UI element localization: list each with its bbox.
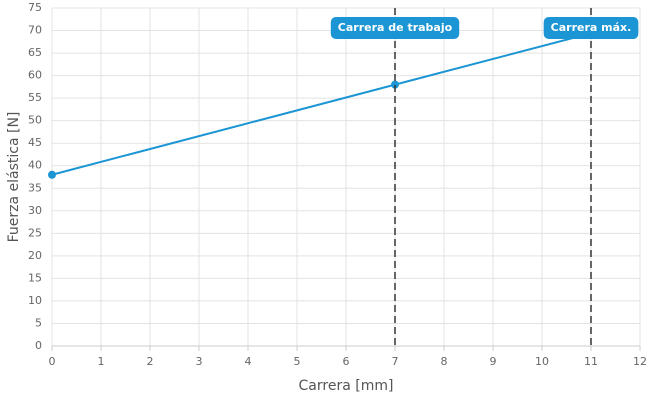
x-tick-label: 12 (633, 355, 647, 368)
y-tick-label: 5 (35, 316, 42, 329)
y-tick-label: 55 (28, 91, 42, 104)
x-tick-label: 2 (147, 355, 154, 368)
y-tick-label: 10 (28, 294, 42, 307)
y-tick-label: 45 (28, 136, 42, 149)
y-tick-label: 15 (28, 271, 42, 284)
x-tick-label: 11 (584, 355, 598, 368)
y-tick-label: 65 (28, 46, 42, 59)
x-tick-label: 4 (245, 355, 252, 368)
x-tick-label: 7 (392, 355, 399, 368)
annotation-box (543, 17, 639, 39)
y-tick-label: 40 (28, 159, 42, 172)
x-tick-label: 10 (535, 355, 549, 368)
marker (48, 170, 56, 179)
y-tick-label: 0 (35, 339, 42, 352)
y-tick-label: 60 (28, 69, 42, 82)
x-tick-label: 0 (49, 355, 56, 368)
x-axis-title: Carrera [mm] (299, 378, 394, 394)
x-tick-label: 1 (98, 355, 105, 368)
marker (391, 80, 399, 89)
y-axis-title: Fuerza elástica [N] (6, 112, 22, 243)
x-tick-label: 5 (294, 355, 301, 368)
annotation-box (330, 17, 460, 39)
annotation-label: Carrera de trabajo (338, 21, 453, 34)
annotation-label: Carrera máx. (551, 21, 632, 34)
x-tick-label: 8 (441, 355, 448, 368)
y-tick-label: 25 (28, 226, 42, 239)
x-tick-label: 3 (196, 355, 203, 368)
y-tick-label: 75 (28, 1, 42, 14)
x-tick-label: 9 (490, 355, 497, 368)
y-tick-label: 20 (28, 249, 42, 262)
y-tick-label: 50 (28, 114, 42, 127)
y-tick-label: 30 (28, 204, 42, 217)
y-tick-label: 70 (28, 24, 42, 37)
line (51, 32, 592, 176)
y-tick-label: 35 (28, 181, 42, 194)
x-tick-label: 6 (343, 355, 350, 368)
